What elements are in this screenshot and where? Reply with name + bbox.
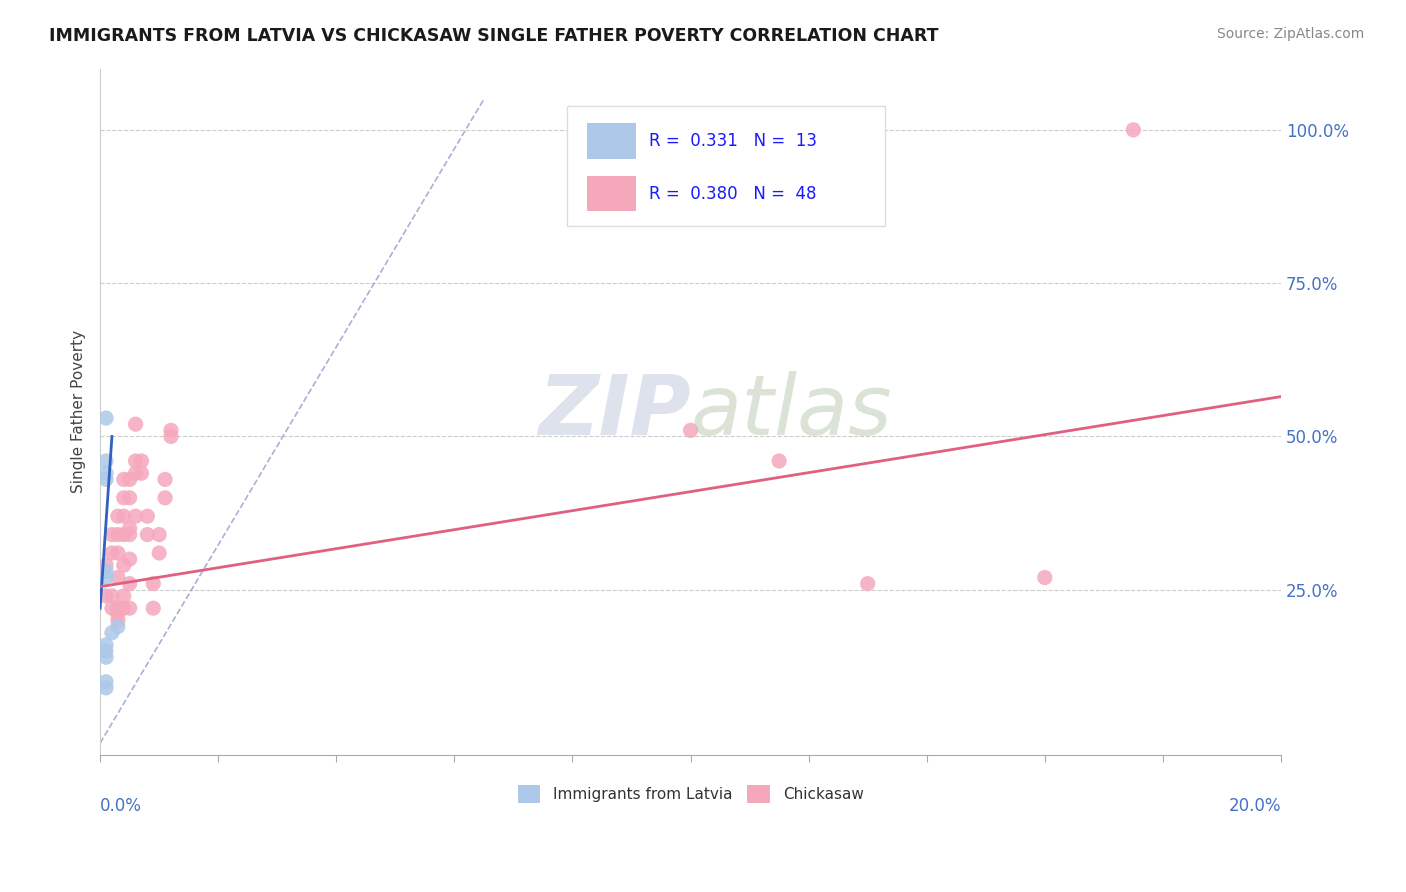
Point bbox=[112, 589, 135, 603]
Point bbox=[118, 491, 141, 505]
Point bbox=[118, 527, 141, 541]
Point bbox=[101, 546, 124, 560]
Point bbox=[124, 509, 146, 524]
Point bbox=[101, 527, 124, 541]
Point bbox=[118, 521, 141, 535]
Point bbox=[107, 601, 129, 615]
Point bbox=[94, 472, 117, 486]
Point bbox=[107, 527, 129, 541]
Point bbox=[118, 576, 141, 591]
Point bbox=[118, 552, 141, 566]
FancyBboxPatch shape bbox=[567, 106, 886, 227]
Point bbox=[136, 509, 159, 524]
Point bbox=[94, 570, 117, 584]
Text: Source: ZipAtlas.com: Source: ZipAtlas.com bbox=[1216, 27, 1364, 41]
Point bbox=[124, 454, 146, 468]
Point bbox=[136, 527, 159, 541]
Point bbox=[101, 625, 124, 640]
Text: 0.0%: 0.0% bbox=[100, 797, 142, 814]
Point bbox=[107, 614, 129, 628]
Point bbox=[94, 454, 117, 468]
Point bbox=[107, 570, 129, 584]
FancyBboxPatch shape bbox=[586, 176, 637, 211]
Point bbox=[112, 558, 135, 573]
Point bbox=[679, 423, 702, 437]
Point bbox=[112, 527, 135, 541]
Point bbox=[94, 638, 117, 652]
Point bbox=[101, 601, 124, 615]
Point bbox=[107, 619, 129, 633]
Point bbox=[1033, 570, 1056, 584]
Point bbox=[153, 491, 176, 505]
Point bbox=[124, 467, 146, 481]
Point bbox=[94, 558, 117, 573]
Point bbox=[94, 674, 117, 689]
Point bbox=[131, 454, 153, 468]
Y-axis label: Single Father Poverty: Single Father Poverty bbox=[72, 330, 86, 493]
Point bbox=[112, 472, 135, 486]
Text: IMMIGRANTS FROM LATVIA VS CHICKASAW SINGLE FATHER POVERTY CORRELATION CHART: IMMIGRANTS FROM LATVIA VS CHICKASAW SING… bbox=[49, 27, 939, 45]
Point bbox=[94, 411, 117, 425]
Point bbox=[107, 607, 129, 622]
Point bbox=[160, 429, 183, 443]
Point bbox=[101, 589, 124, 603]
Point bbox=[1122, 123, 1144, 137]
Text: 20.0%: 20.0% bbox=[1229, 797, 1281, 814]
Text: R =  0.331   N =  13: R = 0.331 N = 13 bbox=[650, 132, 817, 150]
Point bbox=[94, 681, 117, 695]
Point bbox=[112, 509, 135, 524]
Point bbox=[107, 509, 129, 524]
Point bbox=[94, 644, 117, 658]
Point bbox=[112, 491, 135, 505]
Point bbox=[160, 423, 183, 437]
Point bbox=[94, 565, 117, 579]
Point bbox=[118, 472, 141, 486]
Point bbox=[856, 576, 879, 591]
Point bbox=[94, 467, 117, 481]
Point bbox=[142, 576, 165, 591]
Point bbox=[112, 601, 135, 615]
Point bbox=[131, 467, 153, 481]
Text: atlas: atlas bbox=[690, 371, 893, 452]
Point bbox=[124, 417, 146, 432]
Point bbox=[153, 472, 176, 486]
Point bbox=[142, 601, 165, 615]
Point bbox=[148, 527, 170, 541]
Legend: Immigrants from Latvia, Chickasaw: Immigrants from Latvia, Chickasaw bbox=[512, 779, 870, 810]
Point bbox=[118, 601, 141, 615]
Point bbox=[94, 650, 117, 665]
FancyBboxPatch shape bbox=[586, 123, 637, 159]
Text: R =  0.380   N =  48: R = 0.380 N = 48 bbox=[650, 185, 817, 202]
Point bbox=[768, 454, 790, 468]
Point bbox=[94, 589, 117, 603]
Point bbox=[148, 546, 170, 560]
Text: ZIP: ZIP bbox=[538, 371, 690, 452]
Point bbox=[107, 546, 129, 560]
